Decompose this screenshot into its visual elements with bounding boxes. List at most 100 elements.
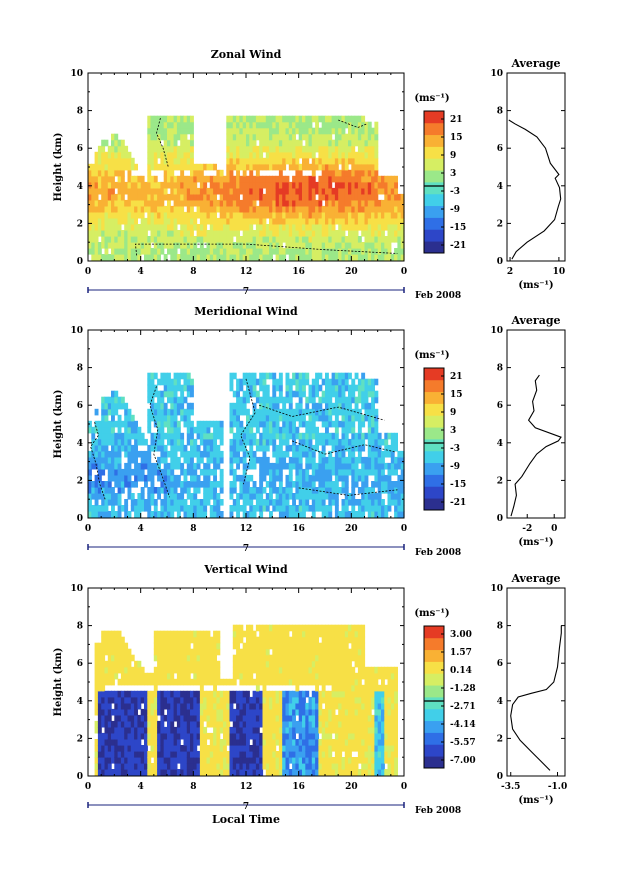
day-label: 7 xyxy=(243,544,249,554)
y-tick-label: 4 xyxy=(77,439,83,449)
profile-y-tick-label: 6 xyxy=(497,144,503,154)
colorbar-tick-label: 21 xyxy=(450,372,463,382)
colorbar-swatch xyxy=(424,403,444,416)
profile-y-tick-label: 6 xyxy=(497,659,503,669)
profile-y-tick-label: 8 xyxy=(497,364,503,374)
colorbar-swatch xyxy=(424,462,444,475)
y-axis-label: Height (km) xyxy=(53,648,64,717)
panel-title: Vertical Wind xyxy=(203,563,288,576)
profile-y-tick-label: 8 xyxy=(497,622,503,632)
contour-line xyxy=(298,487,398,496)
profile-line xyxy=(510,374,562,517)
profile-title: Average xyxy=(510,314,560,327)
profile-x-tick-label: 0 xyxy=(551,524,557,534)
colorbar-swatch xyxy=(424,450,444,464)
profile-y-tick-label: 10 xyxy=(490,69,503,79)
x-tick-label: 0 xyxy=(85,524,91,534)
colorbar-tick-label: -3 xyxy=(450,444,460,454)
colorbar-frame xyxy=(423,110,445,254)
y-tick-label: 4 xyxy=(77,182,83,192)
colorbar: 3.00 1.57 0.14 -1.28 -2.71 -4.14 -5.57 -7.00 xyxy=(423,625,476,769)
x-tick-label: 8 xyxy=(190,524,196,534)
y-tick-label: 10 xyxy=(70,69,83,79)
colorbar-swatch xyxy=(424,379,444,393)
colorbar-swatch xyxy=(424,122,444,136)
colorbar-swatch xyxy=(424,708,444,722)
colorbar-swatch xyxy=(424,673,444,686)
month-label: Feb 2008 xyxy=(415,548,461,558)
colorbar-swatch xyxy=(424,368,444,381)
colorbar-swatch xyxy=(424,415,444,428)
contour-line xyxy=(156,117,169,168)
profile-line xyxy=(508,119,562,260)
colorbar-swatch xyxy=(424,498,444,511)
month-label: Feb 2008 xyxy=(415,806,461,816)
profile-title: Average xyxy=(510,57,560,70)
colorbar-tick-label: -5.57 xyxy=(450,738,476,748)
x-tick-label: 0 xyxy=(85,267,91,277)
y-tick-label: 6 xyxy=(77,401,83,411)
x-tick-label: 20 xyxy=(345,524,358,534)
profile-y-tick-label: 6 xyxy=(497,401,503,411)
y-tick-label: 8 xyxy=(77,622,83,632)
colorbar-swatch xyxy=(424,182,444,195)
profile-y-tick-label: 4 xyxy=(497,182,503,192)
colorbar-tick-label: 3 xyxy=(450,169,456,179)
colorbar-tick-label: 9 xyxy=(450,151,456,161)
profile-y-tick-label: 4 xyxy=(497,697,503,707)
profile-x-tick-label: -3.5 xyxy=(501,782,520,792)
x-tick-label: 20 xyxy=(345,267,358,277)
x-tick-label: 8 xyxy=(190,267,196,277)
profile-frame xyxy=(506,72,566,262)
x-tick-label: 12 xyxy=(240,524,253,534)
profile-frame xyxy=(506,329,566,519)
colorbar-swatch xyxy=(424,158,444,171)
x-tick-label: 16 xyxy=(292,267,305,277)
y-axis-label: Height (km) xyxy=(53,390,64,459)
x-tick-label: 16 xyxy=(292,782,305,792)
colorbar-tick-label: -3 xyxy=(450,187,460,197)
colorbar-frame xyxy=(423,625,445,769)
x-tick-label: 16 xyxy=(292,524,305,534)
profile-x-tick-label: -1.0 xyxy=(548,782,567,792)
colorbar-swatch xyxy=(424,205,444,218)
y-tick-label: 10 xyxy=(70,326,83,336)
colorbar-frame xyxy=(423,367,445,511)
x-tick-label: 12 xyxy=(240,782,253,792)
colorbar-tick-label: -1.28 xyxy=(450,684,476,694)
colorbar-swatch xyxy=(424,217,444,230)
colorbar-tick-label: -9 xyxy=(450,462,460,472)
x-tick-label: 4 xyxy=(138,782,144,792)
contour-line xyxy=(291,440,397,455)
colorbar-tick-label: 15 xyxy=(450,133,463,143)
profile-x-label: (ms⁻¹) xyxy=(518,280,553,291)
profile-x-tick-label: 10 xyxy=(553,267,566,277)
y-tick-label: 0 xyxy=(77,772,83,782)
y-tick-label: 0 xyxy=(77,514,83,524)
colorbar-swatch xyxy=(424,486,444,499)
colorbar-tick-label: 3.00 xyxy=(450,630,472,640)
x-axis-label: Local Time xyxy=(212,813,280,826)
profile-y-tick-label: 0 xyxy=(497,257,503,267)
colorbar-unit: (ms⁻¹) xyxy=(414,93,449,104)
colorbar-tick-label: -21 xyxy=(450,241,466,251)
heatmap-cells xyxy=(88,372,405,518)
x-tick-label: 0 xyxy=(401,267,407,277)
average-profile: Average 0 2 4 6 8 10 -3.5 -1.0 (ms⁻¹) xyxy=(490,572,567,806)
day-label: 7 xyxy=(243,287,249,297)
colorbar-swatch xyxy=(424,649,444,662)
profile-y-tick-label: 2 xyxy=(497,219,503,229)
y-tick-label: 2 xyxy=(77,476,83,486)
colorbar-swatch xyxy=(424,756,444,769)
colorbar-swatch xyxy=(424,241,444,254)
colorbar-tick-label: 1.57 xyxy=(450,648,472,658)
colorbar-swatch xyxy=(424,229,444,242)
x-tick-label: 8 xyxy=(190,782,196,792)
y-tick-label: 6 xyxy=(77,659,83,669)
contour-line xyxy=(149,386,170,498)
profile-x-tick-label: 2 xyxy=(507,267,513,277)
y-tick-label: 0 xyxy=(77,257,83,267)
